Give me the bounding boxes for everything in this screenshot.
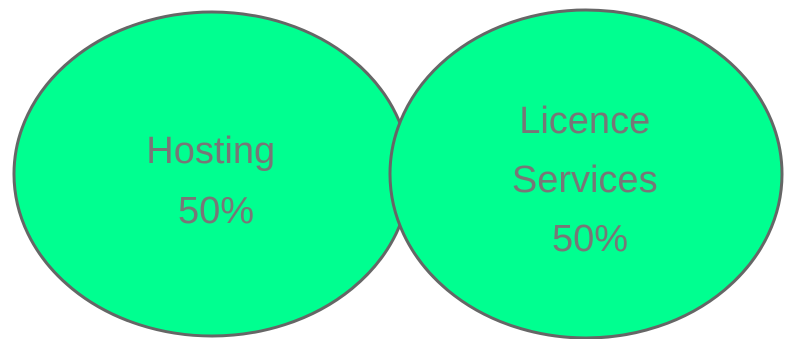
licence-services-percent: 50% [552,218,628,260]
licence-label-line: Licence [519,100,650,142]
hosting-label: Hosting 50% [146,130,285,232]
licence-services-circle [388,8,784,339]
licence-services-label: Licence Services 50% [512,100,668,260]
hosting-circle [12,10,412,338]
hosting-label-line: Hosting [146,130,275,172]
services-label-line: Services [512,159,658,201]
hosting-percent: 50% [178,190,254,232]
